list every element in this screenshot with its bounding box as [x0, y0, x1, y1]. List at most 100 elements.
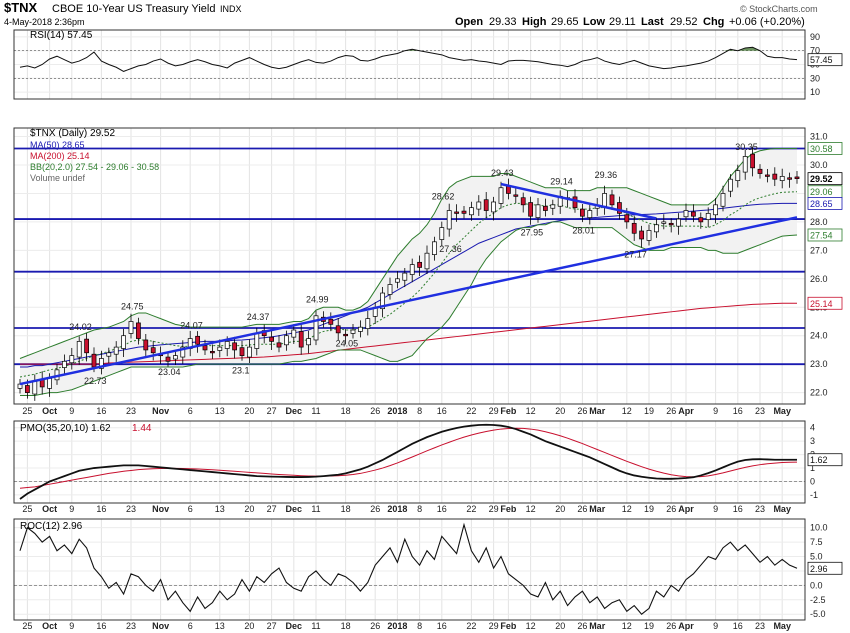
candle-body: [365, 318, 371, 329]
x-tick-label: 16: [96, 504, 106, 514]
x-tick-label: 16: [437, 621, 447, 631]
pmo-line: [19, 423, 797, 500]
x-tick-label: 13: [215, 621, 225, 631]
candle-body: [631, 222, 637, 234]
candle-body: [350, 329, 356, 334]
price-annotation: 30.35: [735, 142, 758, 152]
panel-titles: RSI(14) 57.45 $TNX (Daily) 29.52 MA(50) …: [20, 30, 159, 532]
y-tick-label: 0.0: [810, 580, 823, 590]
candle-body: [646, 230, 652, 241]
price-annotation: 28.62: [432, 191, 455, 201]
x-tick-label: 23: [126, 504, 136, 514]
price-value-tag-box: [807, 197, 843, 210]
candle-body: [291, 329, 297, 338]
x-tick-label: 11: [311, 406, 320, 416]
candle-body: [247, 346, 252, 358]
price-annotation: 24.02: [69, 322, 92, 332]
candle-body: [580, 208, 585, 217]
trendline: [19, 216, 798, 386]
candle-body: [735, 170, 741, 181]
pmo-frame: [13, 420, 806, 504]
x-tick-label: 29: [489, 504, 499, 514]
x-tick-label: 2018: [387, 621, 407, 631]
candle-body: [99, 358, 104, 369]
x-tick-label: 9: [713, 406, 718, 416]
y-tick-label: -2.5: [810, 595, 826, 605]
x-tick-label: 20: [555, 406, 565, 416]
symbol: $TNX: [4, 0, 38, 15]
x-tick-label: 11: [311, 621, 320, 631]
chg-label: Chg: [703, 16, 724, 28]
x-axes: 25 Oct 9 16 23 Nov 6 13 20 27 Dec 11 18 26 2018 8 16 22 29…: [22, 406, 791, 631]
x-tick-label: May: [773, 621, 791, 631]
x-tick-label: 20: [244, 406, 254, 416]
x-tick-label: 9: [69, 504, 74, 514]
rsi-line: [19, 46, 798, 72]
ma200-line: [20, 302, 797, 365]
y-tick-label: 10: [810, 87, 820, 97]
roc-value-tag-box: [807, 561, 843, 575]
price-annotation: 27.17: [624, 250, 647, 260]
candle-body: [446, 210, 452, 230]
high-value: 29.65: [551, 16, 579, 28]
y-tick-label: 30: [810, 73, 820, 83]
x-tick-label: 23: [126, 621, 136, 631]
candle-body: [750, 153, 755, 169]
y-tick-label: 70: [810, 46, 820, 56]
x-tick-label: Mar: [589, 504, 606, 514]
candle-body: [150, 347, 156, 354]
chg-value: +0.06 (+0.20%): [729, 16, 805, 28]
candle-body: [550, 204, 556, 209]
x-tick-label: 16: [96, 406, 106, 416]
x-tick-label: Mar: [589, 406, 606, 416]
candle-body: [624, 214, 630, 223]
x-tick-label: 25: [22, 621, 32, 631]
x-tick-label: 29: [489, 621, 499, 631]
x-tick-label: 19: [644, 621, 654, 631]
x-tick-label: 9: [713, 621, 718, 631]
legend-bb: BB(20,2.0) 27.54 - 29.06 - 30.58: [30, 162, 159, 172]
candle-body: [276, 342, 282, 348]
candle-body: [742, 156, 748, 173]
candle-body: [602, 193, 607, 207]
x-tick-label: Mar: [589, 621, 606, 631]
x-tick-label: 27: [267, 621, 277, 631]
x-tick-label: 20: [244, 504, 254, 514]
price-annotation: 29.14: [550, 176, 573, 186]
candle-body: [765, 174, 770, 177]
y-tick-label: 10.0: [810, 523, 828, 533]
x-tick-label: May: [773, 406, 791, 416]
candle-body: [661, 221, 667, 224]
candle-body: [69, 355, 75, 364]
price-value-tag-box: [807, 142, 843, 155]
candle-body: [380, 292, 385, 310]
price-annotation: 23.04: [158, 367, 181, 377]
x-tick-label: Oct: [42, 406, 57, 416]
candle-body: [106, 352, 112, 357]
pmo-title: PMO(35,20,10) 1.62: [20, 423, 111, 434]
y-tick-label: 24.0: [810, 331, 828, 341]
last-label: Last: [641, 16, 664, 28]
y-tick-label: 4: [810, 423, 815, 433]
price-annotation: 24.99: [306, 295, 329, 305]
x-tick-label: 12: [622, 504, 632, 514]
exchange: INDX: [220, 4, 242, 14]
candle-body: [402, 272, 408, 281]
candle-body: [691, 211, 696, 217]
candle-body: [439, 227, 445, 240]
x-tick-label: 16: [733, 621, 743, 631]
y-tick-label: -5.0: [810, 609, 826, 619]
x-tick-label: 20: [244, 621, 254, 631]
y-tick-label: 7.5: [810, 537, 823, 547]
price-annotation: 24.05: [336, 338, 359, 348]
candle-body: [513, 194, 519, 197]
candle-body: [180, 346, 186, 358]
price-annotation: 23.1: [232, 365, 250, 375]
candle-body: [794, 176, 800, 179]
x-tick-label: 27: [267, 504, 277, 514]
x-tick-label: 26: [370, 504, 380, 514]
bb-lower-line: [20, 221, 798, 396]
price-value-tag: 29.52: [810, 174, 833, 184]
price-value-tag-box: [807, 228, 843, 242]
ma50-line: [20, 202, 797, 368]
